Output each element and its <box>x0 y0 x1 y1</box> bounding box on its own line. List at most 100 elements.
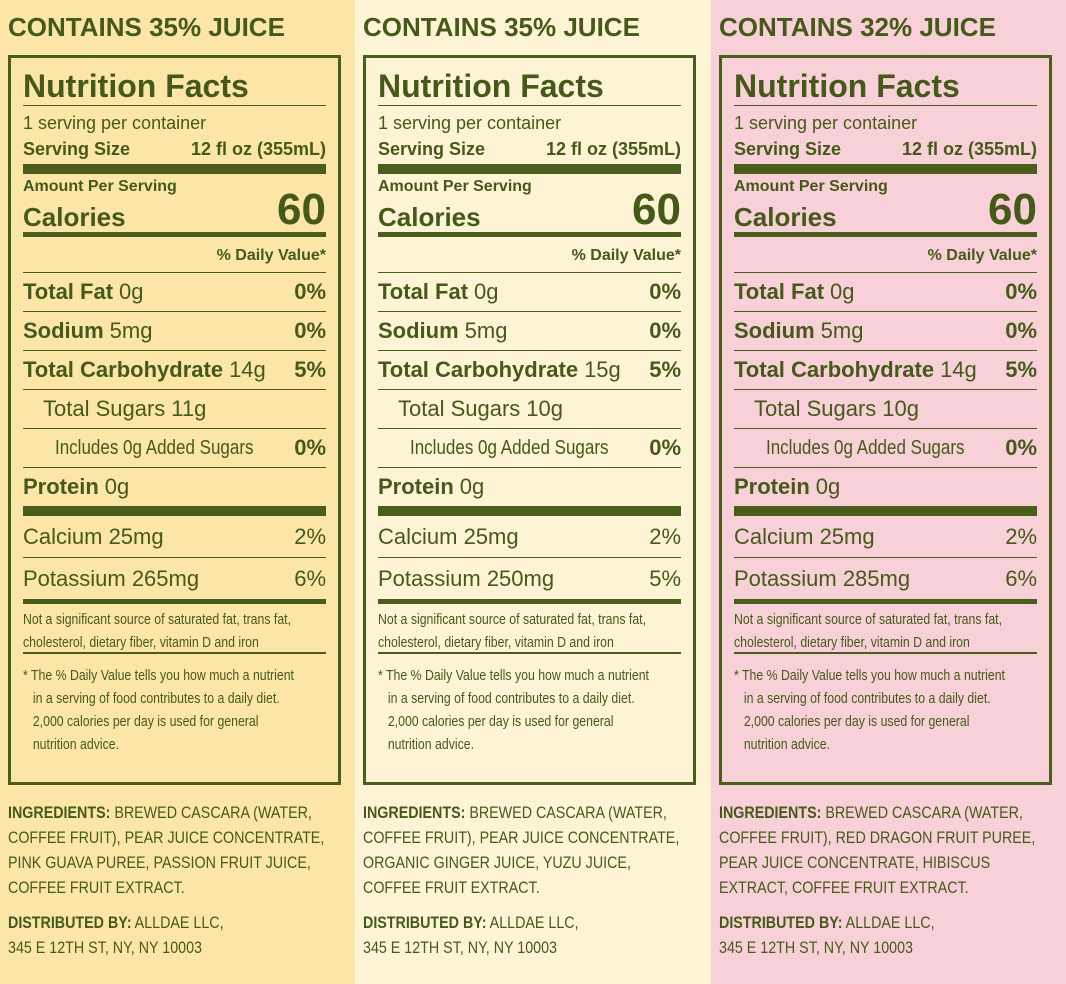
nutrient-row: Protein 0g <box>378 467 681 506</box>
mineral-name: Calcium 25mg <box>23 523 164 549</box>
ingredients: INGREDIENTS: BREWED CASCARA (WATER, COFFE… <box>8 800 355 900</box>
distributor: DISTRIBUTED BY: ALLDAE LLC, 345 E 12TH ST… <box>8 910 355 960</box>
footnote: Not a significant source of saturated fa… <box>23 604 326 654</box>
ingredients-line: COFFEE FRUIT), PEAR JUICE CONCENTRATE, <box>363 825 679 850</box>
nutrient-amount: 0g <box>104 474 130 499</box>
facts-title: Nutrition Facts <box>378 58 681 106</box>
ingredients-text: EXTRACT, COFFEE FRUIT EXTRACT. <box>719 878 969 897</box>
ingredients-line: INGREDIENTS: BREWED CASCARA (WATER, <box>719 800 1023 825</box>
nutrient-dv: 0% <box>1005 279 1037 304</box>
serving-size-label: Serving Size <box>378 138 486 159</box>
note-line: 2,000 calories per day is used for gener… <box>387 713 614 730</box>
note-line: nutrition advice. <box>743 736 830 753</box>
distributor-text: 345 E 12TH ST, NY, NY 10003 <box>8 938 202 957</box>
serving-size: Serving Size 12 fl oz (355mL) <box>23 134 326 164</box>
ingredients-text: BREWED CASCARA (WATER, <box>114 803 312 822</box>
mineral-name: Potassium 250mg <box>378 565 555 591</box>
servings: 1 serving per container <box>23 113 207 133</box>
serving-size-value: 12 fl oz (355mL) <box>545 138 681 159</box>
distributor-line: 345 E 12TH ST, NY, NY 10003 <box>719 935 1010 960</box>
footnote-line: cholesterol, dietary fiber, vitamin D an… <box>734 634 970 651</box>
ingredients-text: COFFEE FRUIT), PEAR JUICE CONCENTRATE, <box>363 828 680 847</box>
calories-label: Calories <box>23 202 126 232</box>
nutrient-amount: 10g <box>882 396 920 421</box>
nutrient-row: Total Sugars 10g <box>378 389 681 428</box>
nutrient-row: Includes 0g Added Sugars 0% <box>734 428 1037 467</box>
nutrient-name: Sodium <box>378 318 459 343</box>
mineral-row: Calcium 25mg 2% <box>23 516 326 558</box>
nutrient-name: Protein <box>378 474 454 499</box>
mineral-row: Potassium 285mg 6% <box>734 558 1037 599</box>
nutrient-amount: 14g <box>940 357 977 382</box>
note-line: * The % Daily Value tells you how much a… <box>23 667 294 684</box>
ingredients-text: PEAR JUICE CONCENTRATE, HIBISCUS <box>719 853 991 872</box>
daily-value-note: * The % Daily Value tells you how much a… <box>23 654 326 756</box>
facts-title: Nutrition Facts <box>23 58 326 106</box>
note-line: in a serving of food contributes to a da… <box>32 690 280 707</box>
nutrient-row: Includes 0g Added Sugars 0% <box>23 428 326 467</box>
ingredients-line: INGREDIENTS: BREWED CASCARA (WATER, <box>8 800 312 825</box>
nutrient-row: Protein 0g <box>734 467 1037 506</box>
thick-bar <box>23 506 326 516</box>
nutrient-amount: 0g <box>830 279 855 304</box>
calories-label: Calories <box>734 202 837 232</box>
footnote-line: cholesterol, dietary fiber, vitamin D an… <box>23 634 259 651</box>
amount-per-serving: Amount Per Serving <box>734 178 888 195</box>
calories-row: Calories 60 <box>378 188 681 233</box>
medium-bar <box>23 232 326 237</box>
ingredients-text: BREWED CASCARA (WATER, <box>825 803 1023 822</box>
thick-bar <box>378 164 681 174</box>
nutrient-name: Total Carbohydrate <box>23 357 224 382</box>
distributor-line: DISTRIBUTED BY: ALLDAE LLC, <box>363 910 655 935</box>
nutrient-row: Sodium 5mg 0% <box>378 311 681 350</box>
nutrient-dv: 0% <box>649 318 681 343</box>
nutrient-name: Total Sugars <box>754 396 877 421</box>
nutrient-amount: 5mg <box>464 318 508 343</box>
nutrient-dv: 5% <box>294 357 326 382</box>
footnote-line: Not a significant source of saturated fa… <box>378 611 647 628</box>
ingredients: INGREDIENTS: BREWED CASCARA (WATER, COFFE… <box>719 800 1066 900</box>
juice-content: CONTAINS 32% JUICE <box>719 12 996 42</box>
serving-size-value: 12 fl oz (355mL) <box>901 138 1037 159</box>
medium-bar <box>378 599 681 604</box>
amount-per-serving: Amount Per Serving <box>378 178 532 195</box>
nutrient-name: Protein <box>23 474 99 499</box>
note-line: nutrition advice. <box>32 736 119 753</box>
mineral-dv: 6% <box>294 565 326 591</box>
distributor-label: DISTRIBUTED BY: <box>363 913 487 932</box>
nutrient-name: Total Sugars <box>398 396 521 421</box>
thick-bar <box>734 164 1037 174</box>
calories-row: Calories 60 <box>734 188 1037 233</box>
nutrient-row: Sodium 5mg 0% <box>734 311 1037 350</box>
ingredients-text: COFFEE FRUIT), PEAR JUICE CONCENTRATE, <box>8 828 325 847</box>
amount-per-serving: Amount Per Serving <box>23 178 177 195</box>
nutrient-name: Includes 0g Added Sugars <box>410 436 609 459</box>
mineral-name: Calcium 25mg <box>734 523 875 549</box>
serving-size-value: 12 fl oz (355mL) <box>190 138 326 159</box>
nutrient-name: Total Fat <box>23 279 114 304</box>
mineral-row: Calcium 25mg 2% <box>378 516 681 558</box>
note-line: * The % Daily Value tells you how much a… <box>734 667 1005 684</box>
mineral-dv: 2% <box>1005 523 1037 549</box>
distributor: DISTRIBUTED BY: ALLDAE LLC, 345 E 12TH ST… <box>363 910 711 960</box>
ingredients-line: COFFEE FRUIT), RED DRAGON FRUIT PUREE, <box>719 825 1035 850</box>
nutrient-row: Total Sugars 10g <box>734 389 1037 428</box>
serving-size-label: Serving Size <box>23 138 131 159</box>
nutrient-row: Total Fat 0g 0% <box>378 272 681 311</box>
servings: 1 serving per container <box>378 113 562 133</box>
mineral-row: Calcium 25mg 2% <box>734 516 1037 558</box>
serving-size: Serving Size 12 fl oz (355mL) <box>378 134 681 164</box>
note-line: 2,000 calories per day is used for gener… <box>32 713 259 730</box>
nutrient-amount: 0g <box>815 474 841 499</box>
ingredients-text: PINK GUAVA PUREE, PASSION FRUIT JUICE, <box>8 853 311 872</box>
daily-value-header: % Daily Value* <box>927 247 1037 264</box>
mineral-dv: 2% <box>294 523 326 549</box>
footnote-line: Not a significant source of saturated fa… <box>23 611 292 628</box>
nutrient-dv: 0% <box>649 435 681 460</box>
nutrient-dv: 0% <box>294 318 326 343</box>
label-panel: CONTAINS 35% JUICE Nutrition Facts 1 servi… <box>0 0 355 984</box>
facts-title: Nutrition Facts <box>734 58 1037 106</box>
nutrient-row: Total Carbohydrate 14g 5% <box>734 350 1037 389</box>
